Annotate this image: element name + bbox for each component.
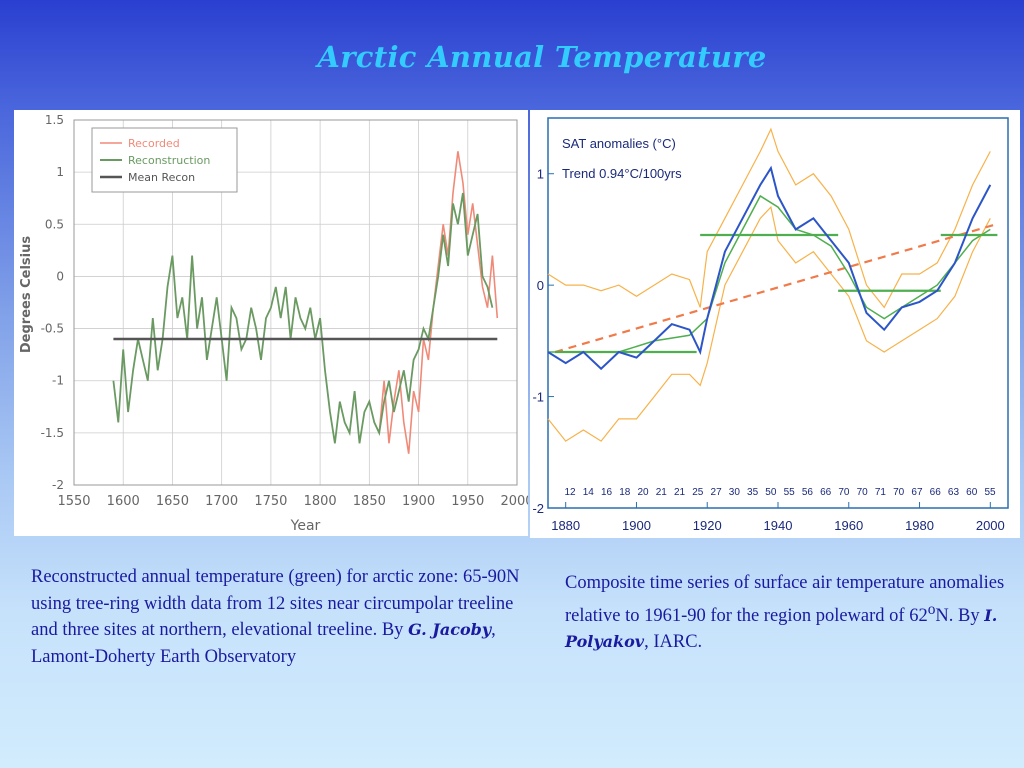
- right-x-tick-label: 2000: [976, 518, 1005, 533]
- right-caption-author: I. Polyakov: [565, 605, 998, 652]
- station-count-label: 14: [583, 487, 595, 498]
- right-chart: 1 0 -1 -2 1880 1900 1920 1940 1960 1980 2000 SAT an…: [532, 117, 1009, 533]
- station-count-label: 16: [601, 487, 613, 498]
- left-x-tick-label: 1800: [304, 494, 337, 509]
- right-x-tick-label: 1920: [693, 518, 722, 533]
- left-y-tick-label: 1: [56, 165, 64, 179]
- station-count-label: 70: [857, 487, 869, 498]
- left-y-tick-label: 0.5: [45, 217, 64, 231]
- right-y-tick-label: 0: [537, 278, 544, 293]
- right-x-tick-label: 1880: [551, 518, 580, 533]
- left-caption-affiliation: , Lamont-Doherty Earth Observatory: [31, 620, 496, 667]
- left-chart: 1550 1600 1650 1700 1750 1800 1850 1900 1950 2000…: [19, 113, 528, 534]
- left-x-tick-label: 1600: [107, 494, 140, 509]
- left-x-tick-label: 1700: [205, 494, 238, 509]
- recorded-line: [378, 151, 499, 454]
- station-count-label: 67: [911, 487, 923, 498]
- station-count-label: 27: [711, 487, 723, 498]
- station-count-label: 21: [674, 487, 686, 498]
- left-y-tick-label: 1.5: [45, 113, 64, 127]
- slide-title: Arctic Annual Temperature: [317, 40, 767, 74]
- station-count-label: 50: [765, 487, 777, 498]
- station-count-label: 70: [893, 487, 905, 498]
- left-y-tick-label: -2: [52, 478, 64, 492]
- left-x-tick-label: 1950: [451, 494, 484, 509]
- left-y-tick-label: -1: [52, 374, 64, 388]
- right-caption-affiliation: , IARC.: [644, 632, 703, 653]
- station-count-label: 21: [656, 487, 668, 498]
- left-x-tick-label: 1850: [353, 494, 386, 509]
- left-caption-author: G. Jacoby: [408, 620, 492, 639]
- station-count-label: 63: [948, 487, 960, 498]
- right-x-tick-label: 1980: [905, 518, 934, 533]
- left-x-tick-label: 2000: [500, 494, 528, 509]
- trend-line: [554, 222, 998, 354]
- station-count-label: 30: [729, 487, 741, 498]
- right-chart-panel: 1 0 -1 -2 1880 1900 1920 1940 1960 1980 2000 SAT an…: [530, 110, 1020, 538]
- upper-bound-line: [547, 127, 991, 309]
- degree-superscript: o: [927, 600, 936, 618]
- station-count-label: 12: [564, 487, 576, 498]
- left-x-tick-label: 1650: [156, 494, 189, 509]
- reconstruction-line: [112, 192, 494, 444]
- left-y-tick-label: -0.5: [41, 322, 64, 336]
- left-x-tick-label: 1550: [57, 494, 90, 509]
- right-x-tick-label: 1900: [622, 518, 651, 533]
- right-caption-by: N. By: [935, 605, 985, 626]
- station-count-label: 71: [875, 487, 887, 498]
- smoothed-line: [548, 194, 991, 353]
- right-caption: Composite time series of surface air tem…: [565, 570, 1015, 656]
- right-caption-text: Composite time series of surface air tem…: [565, 573, 1005, 626]
- right-y-tick-label: 1: [537, 167, 544, 182]
- station-count-label: 35: [747, 487, 759, 498]
- right-x-tick-label: 1960: [834, 518, 863, 533]
- station-count-label: 25: [692, 487, 704, 498]
- right-chart-title: SAT anomalies (°C): [562, 136, 676, 151]
- left-x-tick-label: 1750: [254, 494, 287, 509]
- left-y-tick-label: 0: [56, 269, 64, 283]
- left-legend-label: Recorded: [128, 137, 180, 150]
- anomaly-line: [547, 165, 992, 371]
- station-count-label: 20: [637, 487, 649, 498]
- left-legend-label: Mean Recon: [128, 171, 195, 184]
- station-count-label: 66: [820, 487, 832, 498]
- lower-bound-line: [547, 205, 991, 442]
- right-chart-subtitle: Trend 0.94°C/100yrs: [562, 166, 682, 181]
- station-count-label: 66: [930, 487, 942, 498]
- left-x-axis-label: Year: [290, 518, 321, 534]
- right-x-tick-label: 1940: [764, 518, 793, 533]
- left-caption: Reconstructed annual temperature (green)…: [31, 564, 526, 670]
- left-x-tick-label: 1900: [402, 494, 435, 509]
- right-y-tick-label: -1: [532, 390, 544, 405]
- right-y-tick-label: -2: [532, 501, 544, 516]
- left-caption-text: Reconstructed annual temperature (green)…: [31, 567, 520, 640]
- left-y-axis-label: Degrees Celsius: [19, 236, 34, 353]
- left-chart-panel: 1550 1600 1650 1700 1750 1800 1850 1900 1950 2000…: [14, 110, 528, 536]
- station-count-label: 55: [984, 487, 996, 498]
- left-legend-label: Reconstruction: [128, 154, 210, 167]
- station-count-label: 70: [838, 487, 850, 498]
- left-plot-frame: [73, 119, 518, 486]
- station-count-label: 56: [802, 487, 814, 498]
- left-y-tick-label: -1.5: [41, 426, 64, 440]
- station-count-label: 60: [966, 487, 978, 498]
- station-count-label: 55: [784, 487, 796, 498]
- station-count-label: 18: [619, 487, 631, 498]
